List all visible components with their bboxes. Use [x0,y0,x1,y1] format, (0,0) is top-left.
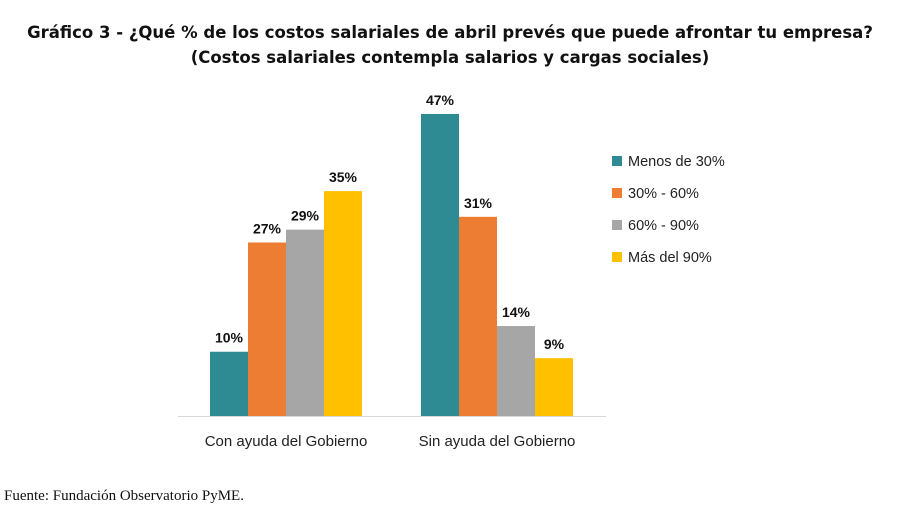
legend-swatch [612,188,622,198]
category-label: Con ayuda del Gobierno [205,433,368,450]
chart-title: Gráfico 3 - ¿Qué % de los costos salaria… [0,20,900,70]
legend-entry: Menos de 30% [628,154,725,170]
legend-entry: 30% - 60% [628,186,699,202]
data-label: 10% [215,330,244,346]
bar-con-ayuda-series-1 [210,351,248,416]
data-label: 47% [426,92,455,108]
legend-entry: Más del 90% [628,250,712,266]
bar-sin-ayuda-series-3 [497,326,535,416]
data-label: 27% [253,221,282,237]
legend-swatch [612,252,622,262]
title-line-1: Gráfico 3 - ¿Qué % de los costos salaria… [27,23,873,42]
source-note: Fuente: Fundación Observatorio PyME. [4,488,244,504]
bar-sin-ayuda-series-1 [421,114,459,416]
legend-swatch [612,156,622,166]
title-line-2: (Costos salariales contempla salarios y … [190,48,710,67]
category-label: Sin ayuda del Gobierno [419,433,576,450]
bar-con-ayuda-series-2 [248,242,286,416]
data-label: 31% [464,195,493,211]
bar-con-ayuda-series-4 [324,191,362,416]
bar-con-ayuda-series-3 [286,229,324,416]
legend-swatch [612,220,622,230]
bar-sin-ayuda-series-4 [535,358,573,416]
data-label: 9% [544,336,565,352]
legend-entry: 60% - 90% [628,218,699,234]
data-label: 14% [502,304,531,320]
data-label: 35% [329,169,358,185]
bar-sin-ayuda-series-2 [459,216,497,416]
data-label: 29% [291,208,320,224]
